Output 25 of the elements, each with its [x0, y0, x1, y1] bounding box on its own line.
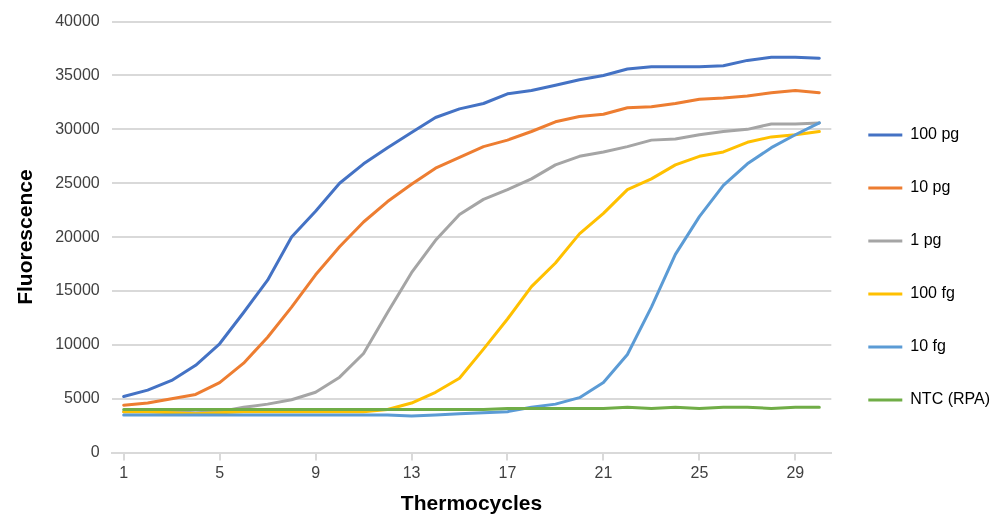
legend-label: 10 fg: [910, 337, 946, 355]
x-tick-label: 13: [402, 463, 421, 481]
x-tick-label: 5: [215, 463, 225, 481]
x-tick-label: 25: [690, 463, 709, 481]
y-tick-label: 35000: [55, 65, 100, 83]
legend-label: 100 pg: [910, 125, 960, 143]
y-tick-label: 15000: [55, 281, 100, 299]
x-tick-label: 9: [311, 463, 321, 481]
legend-label: 100 fg: [910, 284, 955, 302]
y-tick-label: 30000: [55, 119, 100, 137]
y-tick-label: 20000: [55, 227, 100, 245]
legend-label: NTC (RPA): [910, 390, 991, 408]
x-axis-title: Thermocycles: [400, 491, 543, 515]
x-tick-label: 29: [786, 463, 805, 481]
y-tick-label: 25000: [55, 173, 100, 191]
x-tick-label: 21: [594, 463, 613, 481]
y-axis-title: Fluorescence: [13, 169, 37, 305]
x-tick-label: 1: [119, 463, 129, 481]
y-tick-label: 5000: [64, 389, 100, 407]
y-tick-label: 10000: [55, 335, 100, 353]
legend-label: 10 pg: [910, 178, 951, 196]
y-tick-label: 40000: [55, 12, 100, 30]
x-tick-label: 17: [498, 463, 517, 481]
legend-label: 1 pg: [910, 231, 942, 249]
y-tick-label: 0: [90, 443, 100, 461]
